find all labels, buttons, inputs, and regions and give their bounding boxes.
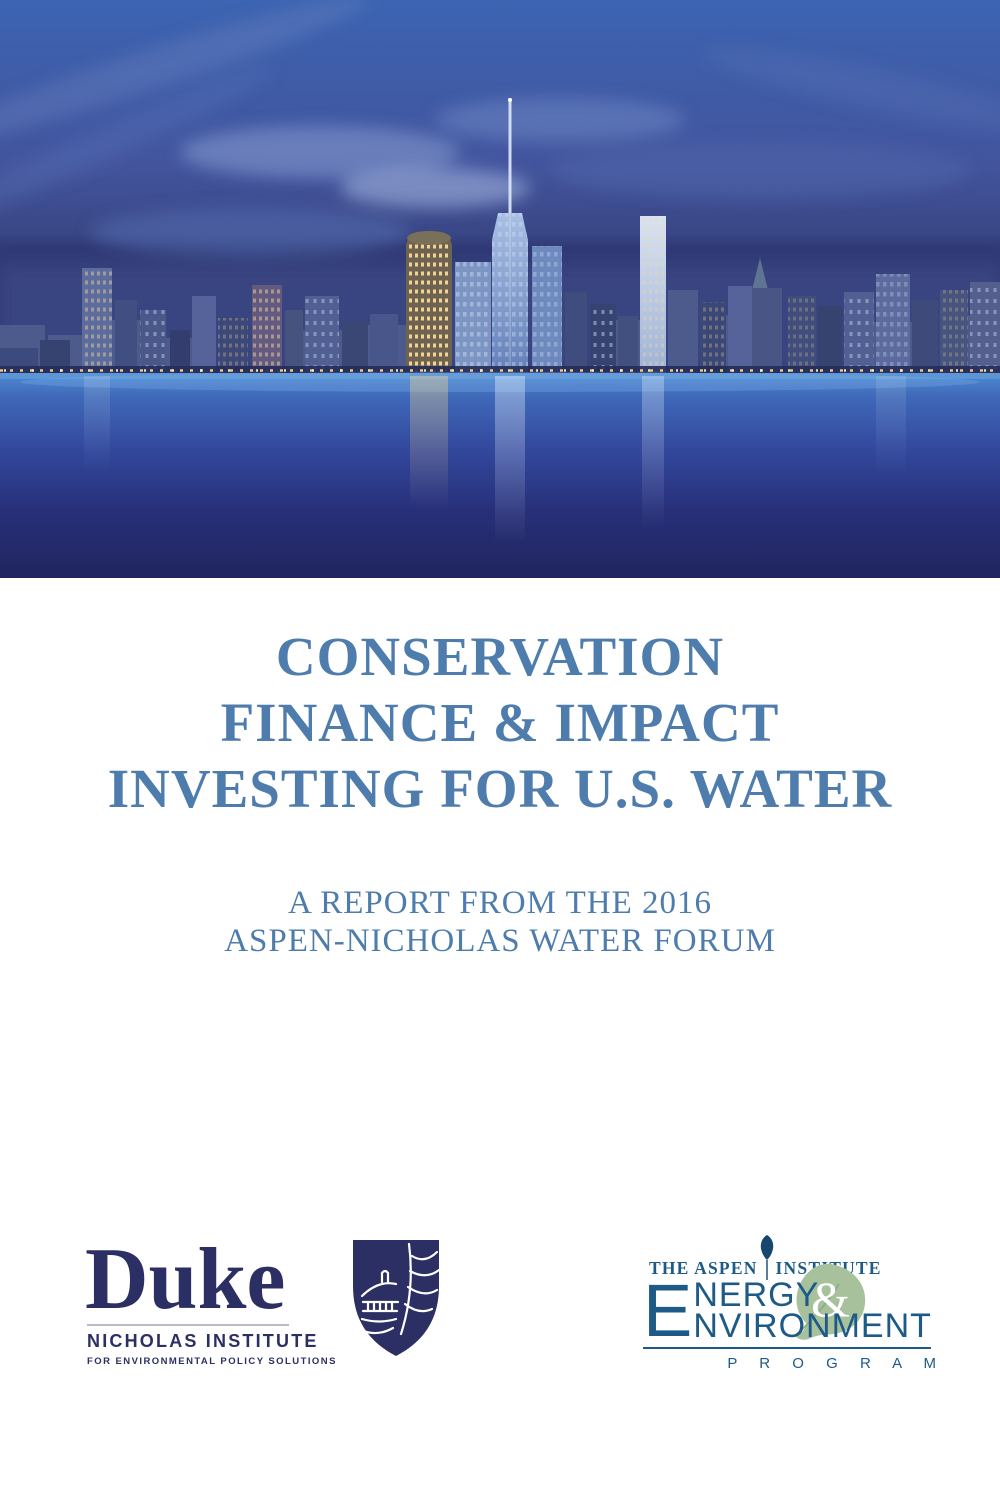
energy-environment-row: & E NERGY NVIRONMENT: [643, 1263, 945, 1352]
aspen-program-label: P R O G R A M: [727, 1355, 945, 1372]
skyline-photo: [0, 0, 1000, 578]
publisher-logos: Duke NICHOLAS INSTITUTE FOR ENVIRONMENTA…: [0, 1232, 1000, 1372]
duke-nicholas-institute-logo: Duke NICHOLAS INSTITUTE FOR ENVIRONMENTA…: [85, 1231, 443, 1367]
duke-wordmark: Duke: [85, 1231, 286, 1328]
duke-tagline: FOR ENVIRONMENTAL POLICY SOLUTIONS: [87, 1356, 337, 1367]
report-title: CONSERVATION FINANCE & IMPACT INVESTING …: [0, 624, 1000, 822]
duke-shield-icon: [352, 1240, 440, 1356]
aspen-leaf-icon: [760, 1235, 773, 1280]
energy-big-e: E: [643, 1269, 693, 1352]
energy-label: NERGY: [693, 1276, 820, 1314]
energy-ampersand-leaf-icon: &: [791, 1262, 869, 1342]
title-line-2: FINANCE & IMPACT: [220, 692, 780, 753]
title-line-3: INVESTING FOR U.S. WATER: [107, 758, 893, 819]
duke-divider: [87, 1324, 289, 1326]
aspen-divider: [643, 1347, 931, 1349]
duke-institute-label: NICHOLAS INSTITUTE: [87, 1331, 319, 1351]
aspen-the-aspen-label: THE ASPEN: [649, 1258, 758, 1278]
ampersand-glyph: &: [811, 1271, 850, 1327]
title-line-1: CONSERVATION: [275, 626, 725, 687]
skyline-illustration: [0, 0, 1000, 578]
subtitle-line-1: A REPORT FROM THE 2016: [287, 885, 713, 921]
report-subtitle: A REPORT FROM THE 2016 ASPEN-NICHOLAS WA…: [0, 884, 1000, 960]
aspen-energy-environment-logo: THE ASPEN INSTITUTE & E NERGY: [643, 1235, 945, 1372]
environment-label: NVIRONMENT: [693, 1307, 932, 1345]
subtitle-line-2: ASPEN-NICHOLAS WATER FORUM: [224, 923, 776, 959]
